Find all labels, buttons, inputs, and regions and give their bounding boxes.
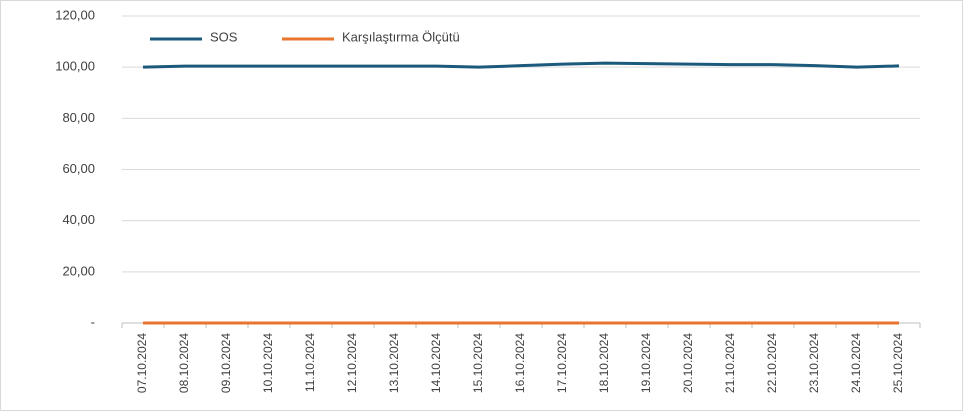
- x-tick-label: 19.10.2024: [639, 333, 653, 393]
- y-tick-label: 20,00: [62, 263, 95, 278]
- x-tick-label: 25.10.2024: [891, 333, 905, 393]
- y-tick-label: 40,00: [62, 212, 95, 227]
- x-tick-label: 14.10.2024: [429, 333, 443, 393]
- series-line: [142, 61, 900, 69]
- y-tick-label: 60,00: [62, 161, 95, 176]
- x-tick-label: 16.10.2024: [513, 333, 527, 393]
- y-tick-label: 100,00: [55, 59, 95, 74]
- y-tick-label: 120,00: [55, 7, 95, 22]
- x-tick-label: 21.10.2024: [723, 333, 737, 393]
- x-tick-label: 08.10.2024: [177, 333, 191, 393]
- x-tick-label: 09.10.2024: [219, 333, 233, 393]
- x-tick-label: 18.10.2024: [597, 333, 611, 393]
- x-tick-label: 24.10.2024: [849, 333, 863, 393]
- x-tick-label: 23.10.2024: [807, 333, 821, 393]
- x-tick-label: 07.10.2024: [135, 333, 149, 393]
- x-tick-label: 20.10.2024: [681, 333, 695, 393]
- x-tick-label: 17.10.2024: [555, 333, 569, 393]
- x-tick-label: 10.10.2024: [261, 333, 275, 393]
- x-tick-label: 11.10.2024: [303, 333, 317, 392]
- y-tick-label: -: [91, 314, 95, 329]
- x-tick-label: 13.10.2024: [387, 333, 401, 393]
- legend-label: Karşılaştırma Ölçütü: [342, 29, 460, 44]
- legend-label: SOS: [210, 29, 238, 44]
- y-tick-label: 80,00: [62, 110, 95, 125]
- x-tick-label: 12.10.2024: [345, 333, 359, 393]
- x-tick-label: 15.10.2024: [471, 333, 485, 393]
- x-tick-label: 22.10.2024: [765, 333, 779, 393]
